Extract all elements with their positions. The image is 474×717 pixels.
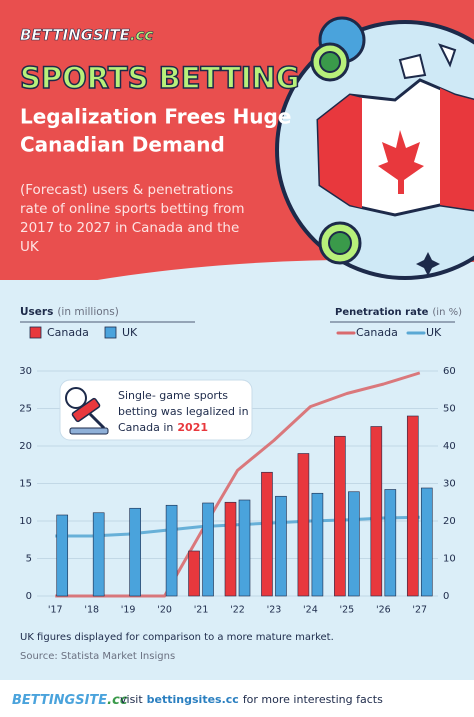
- x-tick-label: '18: [84, 605, 99, 616]
- y2-tick-label: 40: [443, 441, 456, 452]
- bar: [224, 501, 237, 597]
- source: Source: Statista Market Insigns: [20, 651, 175, 662]
- bar: [56, 514, 69, 597]
- x-tick-label: '20: [157, 605, 172, 616]
- description: (Forecast) users & penetrations: [20, 182, 233, 198]
- y2-label: Penetration rate: [335, 307, 429, 318]
- plot: 0 5 10 15 20 25 30 0 10 20 30 40 50 60 '17 '18 '19 '20 '21…: [19, 326, 455, 616]
- bar: [311, 492, 324, 597]
- bar: [202, 502, 214, 597]
- y2-tick-label: 50: [443, 404, 456, 415]
- x-tick-label: '26: [376, 605, 391, 616]
- y-tick-label: 15: [19, 479, 32, 490]
- bar: [188, 550, 200, 597]
- footer-text: visit bettingsites.cc for more interesting…: [120, 693, 383, 706]
- annotation-highlight: 2021: [177, 421, 208, 434]
- footer-after: for more interesting facts: [243, 693, 383, 706]
- x-tick-label: '19: [121, 605, 136, 616]
- note: UK figures displayed for comparison to a…: [20, 632, 334, 643]
- y-tick-label: 5: [26, 554, 32, 565]
- footer-logo: BETTINGSITE.cc: [12, 693, 128, 708]
- x-tick-label: '24: [303, 605, 318, 616]
- y2-unit: (in %): [432, 307, 462, 318]
- bar: [334, 435, 346, 597]
- logo-suffix: .cc: [107, 693, 128, 708]
- annotation-text: Single- game sports: [118, 389, 228, 402]
- footer-bg: [0, 680, 474, 717]
- legend-label: Canada: [356, 326, 398, 339]
- legend-label: Canada: [47, 326, 89, 339]
- y-tick-label: 0: [26, 591, 32, 602]
- y-tick-label: 20: [19, 441, 32, 452]
- y-tick-label: 25: [19, 404, 32, 415]
- illustration: [275, 16, 474, 280]
- bar: [165, 504, 178, 597]
- y-tick-label: 10: [19, 516, 32, 527]
- bar: [261, 471, 273, 597]
- y2-tick-label: 0: [443, 591, 449, 602]
- footer-before: visit: [120, 693, 143, 706]
- subtitle: Canadian Demand: [20, 133, 225, 157]
- bar: [384, 489, 397, 597]
- x-tick-label: '27: [412, 605, 427, 616]
- x-tick-label: '22: [230, 605, 245, 616]
- annotation: Single- game sports betting was legalize…: [59, 379, 253, 441]
- legend-swatch: [104, 326, 117, 339]
- y2-tick-label: 60: [443, 366, 456, 377]
- bar: [420, 487, 433, 597]
- bar: [129, 507, 141, 597]
- y-label: Users: [20, 306, 53, 318]
- x-tick-label: '17: [48, 605, 63, 616]
- description: 2017 to 2027 in Canada and the: [20, 220, 239, 236]
- logo: BETTINGSITE.cc: [20, 26, 153, 44]
- bar: [92, 512, 105, 597]
- x-tick-label: '23: [267, 605, 282, 616]
- logo-suffix: .cc: [130, 26, 154, 44]
- annotation-line: Canada in: [118, 421, 173, 434]
- y2-axis-title: Penetration rate (in %): [335, 307, 462, 318]
- description: rate of online sports betting from: [20, 201, 245, 217]
- logo-text: BETTINGSITE: [20, 26, 131, 44]
- x-tick-label: '25: [340, 605, 355, 616]
- title: SPORTS BETTING: [20, 61, 300, 95]
- annotation-text: betting was legalized in: [118, 405, 249, 418]
- y-unit: (in millions): [57, 306, 119, 318]
- footer-link[interactable]: bettingsites.cc: [147, 693, 239, 706]
- description: UK: [20, 239, 40, 255]
- line: [55, 371, 421, 598]
- legend-label: UK: [122, 326, 138, 339]
- bar: [275, 495, 287, 597]
- bar: [297, 453, 310, 597]
- bar: [370, 426, 383, 597]
- bar: [406, 415, 419, 597]
- bar: [238, 499, 251, 597]
- legend-label: UK: [426, 326, 442, 339]
- chart-bg: [0, 280, 474, 680]
- y-tick-label: 30: [19, 366, 32, 377]
- y2-tick-label: 20: [443, 516, 456, 527]
- logo-text: BETTINGSITE: [12, 693, 107, 708]
- y2-tick-label: 30: [443, 479, 456, 490]
- annotation-text: Canada in 2021: [118, 421, 208, 434]
- legend-swatch: [29, 326, 42, 339]
- y2-tick-label: 10: [443, 554, 456, 565]
- x-tick-label: '21: [194, 605, 209, 616]
- y-axis-title: Users (in millions): [20, 306, 119, 318]
- subtitle: Legalization Frees Huge: [20, 105, 291, 129]
- bar: [348, 491, 360, 597]
